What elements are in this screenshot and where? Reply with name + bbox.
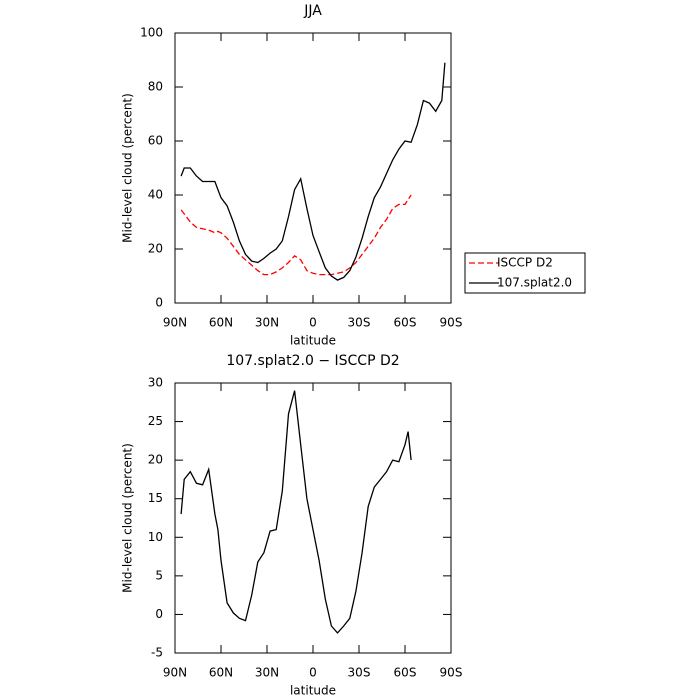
x-tick-label: 0 bbox=[309, 316, 317, 330]
plot-frame bbox=[174, 32, 452, 304]
y-tick-label: 60 bbox=[148, 134, 163, 148]
y-tick-label: 20 bbox=[148, 242, 163, 256]
x-tick-label: 60S bbox=[394, 666, 417, 680]
chart-title: JJA bbox=[303, 3, 322, 19]
x-tick-label: 60N bbox=[209, 316, 233, 330]
y-tick-label: 10 bbox=[148, 530, 163, 544]
y-tick-label: 30 bbox=[148, 376, 163, 390]
y-axis-label: Mid-level cloud (percent) bbox=[121, 93, 135, 243]
x-tick-label: 60S bbox=[394, 316, 417, 330]
x-tick-label: 60N bbox=[209, 666, 233, 680]
x-tick-label: 30S bbox=[348, 666, 371, 680]
y-axis-label: Mid-level cloud (percent) bbox=[121, 443, 135, 593]
x-axis-label: latitude bbox=[290, 684, 336, 698]
y-tick-label: -5 bbox=[151, 646, 163, 660]
x-axis-label: latitude bbox=[290, 334, 336, 348]
y-tick-label: 40 bbox=[148, 188, 163, 202]
legend-label: ISCCP D2 bbox=[497, 256, 553, 270]
plot-frame bbox=[174, 382, 452, 654]
x-tick-label: 90S bbox=[440, 666, 463, 680]
y-tick-label: 80 bbox=[148, 80, 163, 94]
x-tick-label: 30S bbox=[348, 316, 371, 330]
chart-title: 107.splat2.0 − ISCCP D2 bbox=[226, 353, 399, 369]
y-tick-label: 20 bbox=[148, 453, 163, 467]
x-tick-label: 90N bbox=[163, 666, 187, 680]
y-tick-label: 15 bbox=[148, 491, 163, 505]
x-tick-label: 0 bbox=[309, 666, 317, 680]
y-tick-label: 5 bbox=[155, 568, 163, 582]
data-line bbox=[180, 390, 412, 634]
legend-box bbox=[464, 252, 586, 294]
y-tick-label: 0 bbox=[155, 607, 163, 621]
x-tick-label: 30N bbox=[255, 316, 279, 330]
x-tick-label: 90S bbox=[440, 316, 463, 330]
data-line bbox=[180, 194, 412, 276]
y-tick-label: 100 bbox=[140, 26, 163, 40]
data-line bbox=[180, 62, 446, 281]
legend-label: 107.splat2.0 bbox=[497, 276, 572, 290]
y-tick-label: 25 bbox=[148, 414, 163, 428]
x-tick-label: 90N bbox=[163, 316, 187, 330]
y-tick-label: 0 bbox=[155, 296, 163, 310]
x-tick-label: 30N bbox=[255, 666, 279, 680]
